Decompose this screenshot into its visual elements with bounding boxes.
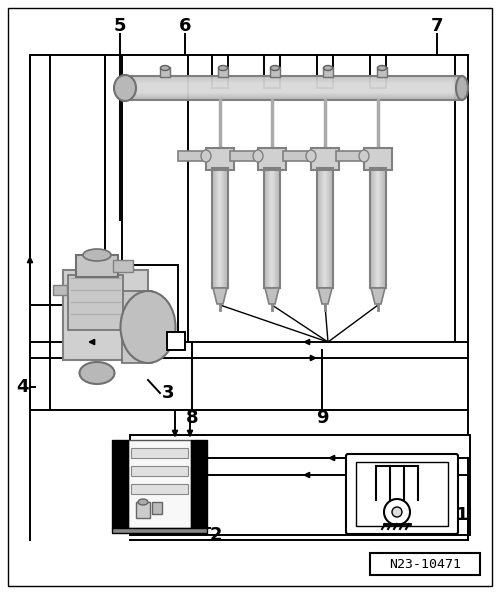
Bar <box>264 168 280 288</box>
Bar <box>130 435 470 535</box>
Ellipse shape <box>201 150 211 162</box>
Text: N23-10471: N23-10471 <box>389 557 461 570</box>
Bar <box>230 151 260 161</box>
Bar <box>152 502 162 514</box>
Bar <box>212 168 228 288</box>
Ellipse shape <box>138 499 148 505</box>
Text: 8: 8 <box>186 409 198 427</box>
Ellipse shape <box>378 66 386 70</box>
Bar <box>131 484 188 494</box>
Bar <box>317 168 333 288</box>
Bar <box>167 332 185 350</box>
Text: 9: 9 <box>316 409 328 427</box>
Polygon shape <box>265 288 279 304</box>
Ellipse shape <box>306 150 316 162</box>
Bar <box>112 440 128 528</box>
Ellipse shape <box>114 75 136 101</box>
Bar <box>128 440 191 528</box>
Text: 1: 1 <box>456 506 468 524</box>
Bar <box>364 148 392 170</box>
Bar <box>113 260 133 272</box>
Bar <box>191 440 207 528</box>
Bar <box>218 67 228 77</box>
Ellipse shape <box>83 249 111 261</box>
Bar <box>258 148 286 170</box>
Bar <box>112 528 207 533</box>
Bar <box>178 151 208 161</box>
FancyBboxPatch shape <box>346 454 458 534</box>
Polygon shape <box>213 288 227 304</box>
Bar <box>130 76 462 100</box>
Ellipse shape <box>359 150 369 162</box>
Bar <box>377 67 387 77</box>
Bar <box>131 448 188 458</box>
Ellipse shape <box>120 291 176 363</box>
Polygon shape <box>371 288 385 304</box>
Circle shape <box>392 507 402 517</box>
Ellipse shape <box>270 66 280 70</box>
Bar <box>53 285 67 295</box>
Text: 2: 2 <box>210 526 222 544</box>
Bar <box>370 553 480 575</box>
Text: 5: 5 <box>114 17 126 35</box>
Ellipse shape <box>324 66 332 70</box>
Text: 6: 6 <box>179 17 191 35</box>
Ellipse shape <box>456 76 468 100</box>
Bar <box>336 151 366 161</box>
Polygon shape <box>318 288 332 304</box>
Ellipse shape <box>218 66 228 70</box>
Ellipse shape <box>160 66 170 70</box>
Bar <box>370 168 386 288</box>
Bar <box>122 291 152 363</box>
Text: 7: 7 <box>431 17 444 35</box>
Bar <box>283 151 313 161</box>
Bar <box>68 275 123 330</box>
Ellipse shape <box>80 362 114 384</box>
Bar <box>63 270 148 360</box>
Bar <box>131 466 188 476</box>
Bar <box>160 67 170 77</box>
Bar <box>356 462 448 526</box>
Bar <box>323 67 333 77</box>
Circle shape <box>384 499 410 525</box>
Bar <box>206 148 234 170</box>
Bar <box>270 67 280 77</box>
Text: 3: 3 <box>162 384 174 402</box>
Bar <box>136 502 150 518</box>
Text: 4: 4 <box>16 378 28 396</box>
Ellipse shape <box>253 150 263 162</box>
Bar <box>311 148 339 170</box>
Bar <box>76 255 118 277</box>
